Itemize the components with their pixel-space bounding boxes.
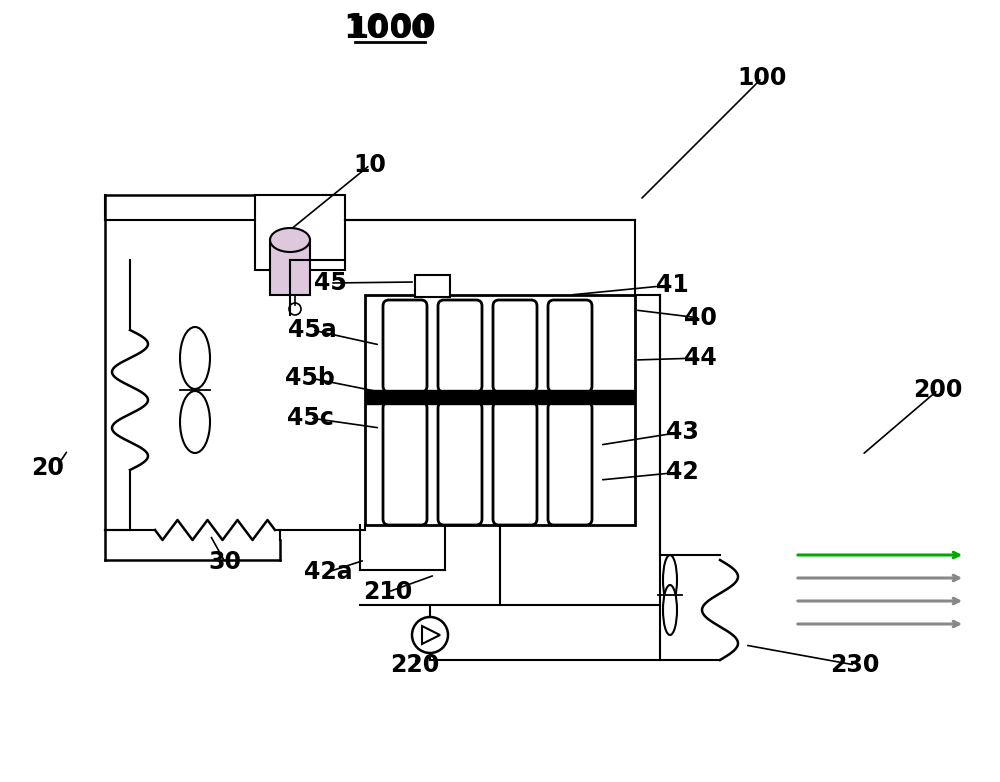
Text: 100: 100 — [737, 66, 787, 90]
Bar — [415, 275, 450, 297]
Text: 42a: 42a — [304, 560, 352, 584]
Text: 45a: 45a — [288, 318, 336, 342]
Bar — [255, 195, 345, 270]
Text: 43: 43 — [666, 420, 698, 444]
Text: 210: 210 — [363, 580, 413, 604]
Text: 42: 42 — [666, 460, 698, 484]
Ellipse shape — [663, 555, 677, 605]
FancyBboxPatch shape — [438, 300, 482, 392]
FancyBboxPatch shape — [383, 402, 427, 525]
Text: 30: 30 — [208, 550, 242, 574]
Text: 10: 10 — [354, 153, 386, 177]
Ellipse shape — [180, 327, 210, 389]
FancyBboxPatch shape — [383, 300, 427, 392]
Text: 45b: 45b — [285, 366, 335, 390]
FancyBboxPatch shape — [493, 300, 537, 392]
FancyBboxPatch shape — [548, 300, 592, 392]
Text: 220: 220 — [390, 653, 440, 677]
Text: 20: 20 — [32, 456, 64, 480]
Ellipse shape — [270, 228, 310, 252]
FancyBboxPatch shape — [548, 402, 592, 525]
Text: 200: 200 — [913, 378, 963, 402]
Bar — [365, 390, 635, 404]
Text: 1000: 1000 — [344, 12, 436, 45]
Text: 44: 44 — [684, 346, 716, 370]
Ellipse shape — [663, 585, 677, 635]
Text: 1000: 1000 — [348, 16, 432, 45]
Text: 45c: 45c — [287, 406, 333, 430]
Bar — [270, 240, 310, 295]
Ellipse shape — [180, 391, 210, 453]
Text: 45: 45 — [314, 271, 346, 295]
Text: 230: 230 — [830, 653, 880, 677]
Bar — [365, 295, 635, 525]
Text: 41: 41 — [656, 273, 688, 297]
FancyBboxPatch shape — [493, 402, 537, 525]
Text: 40: 40 — [684, 306, 716, 330]
FancyBboxPatch shape — [438, 402, 482, 525]
